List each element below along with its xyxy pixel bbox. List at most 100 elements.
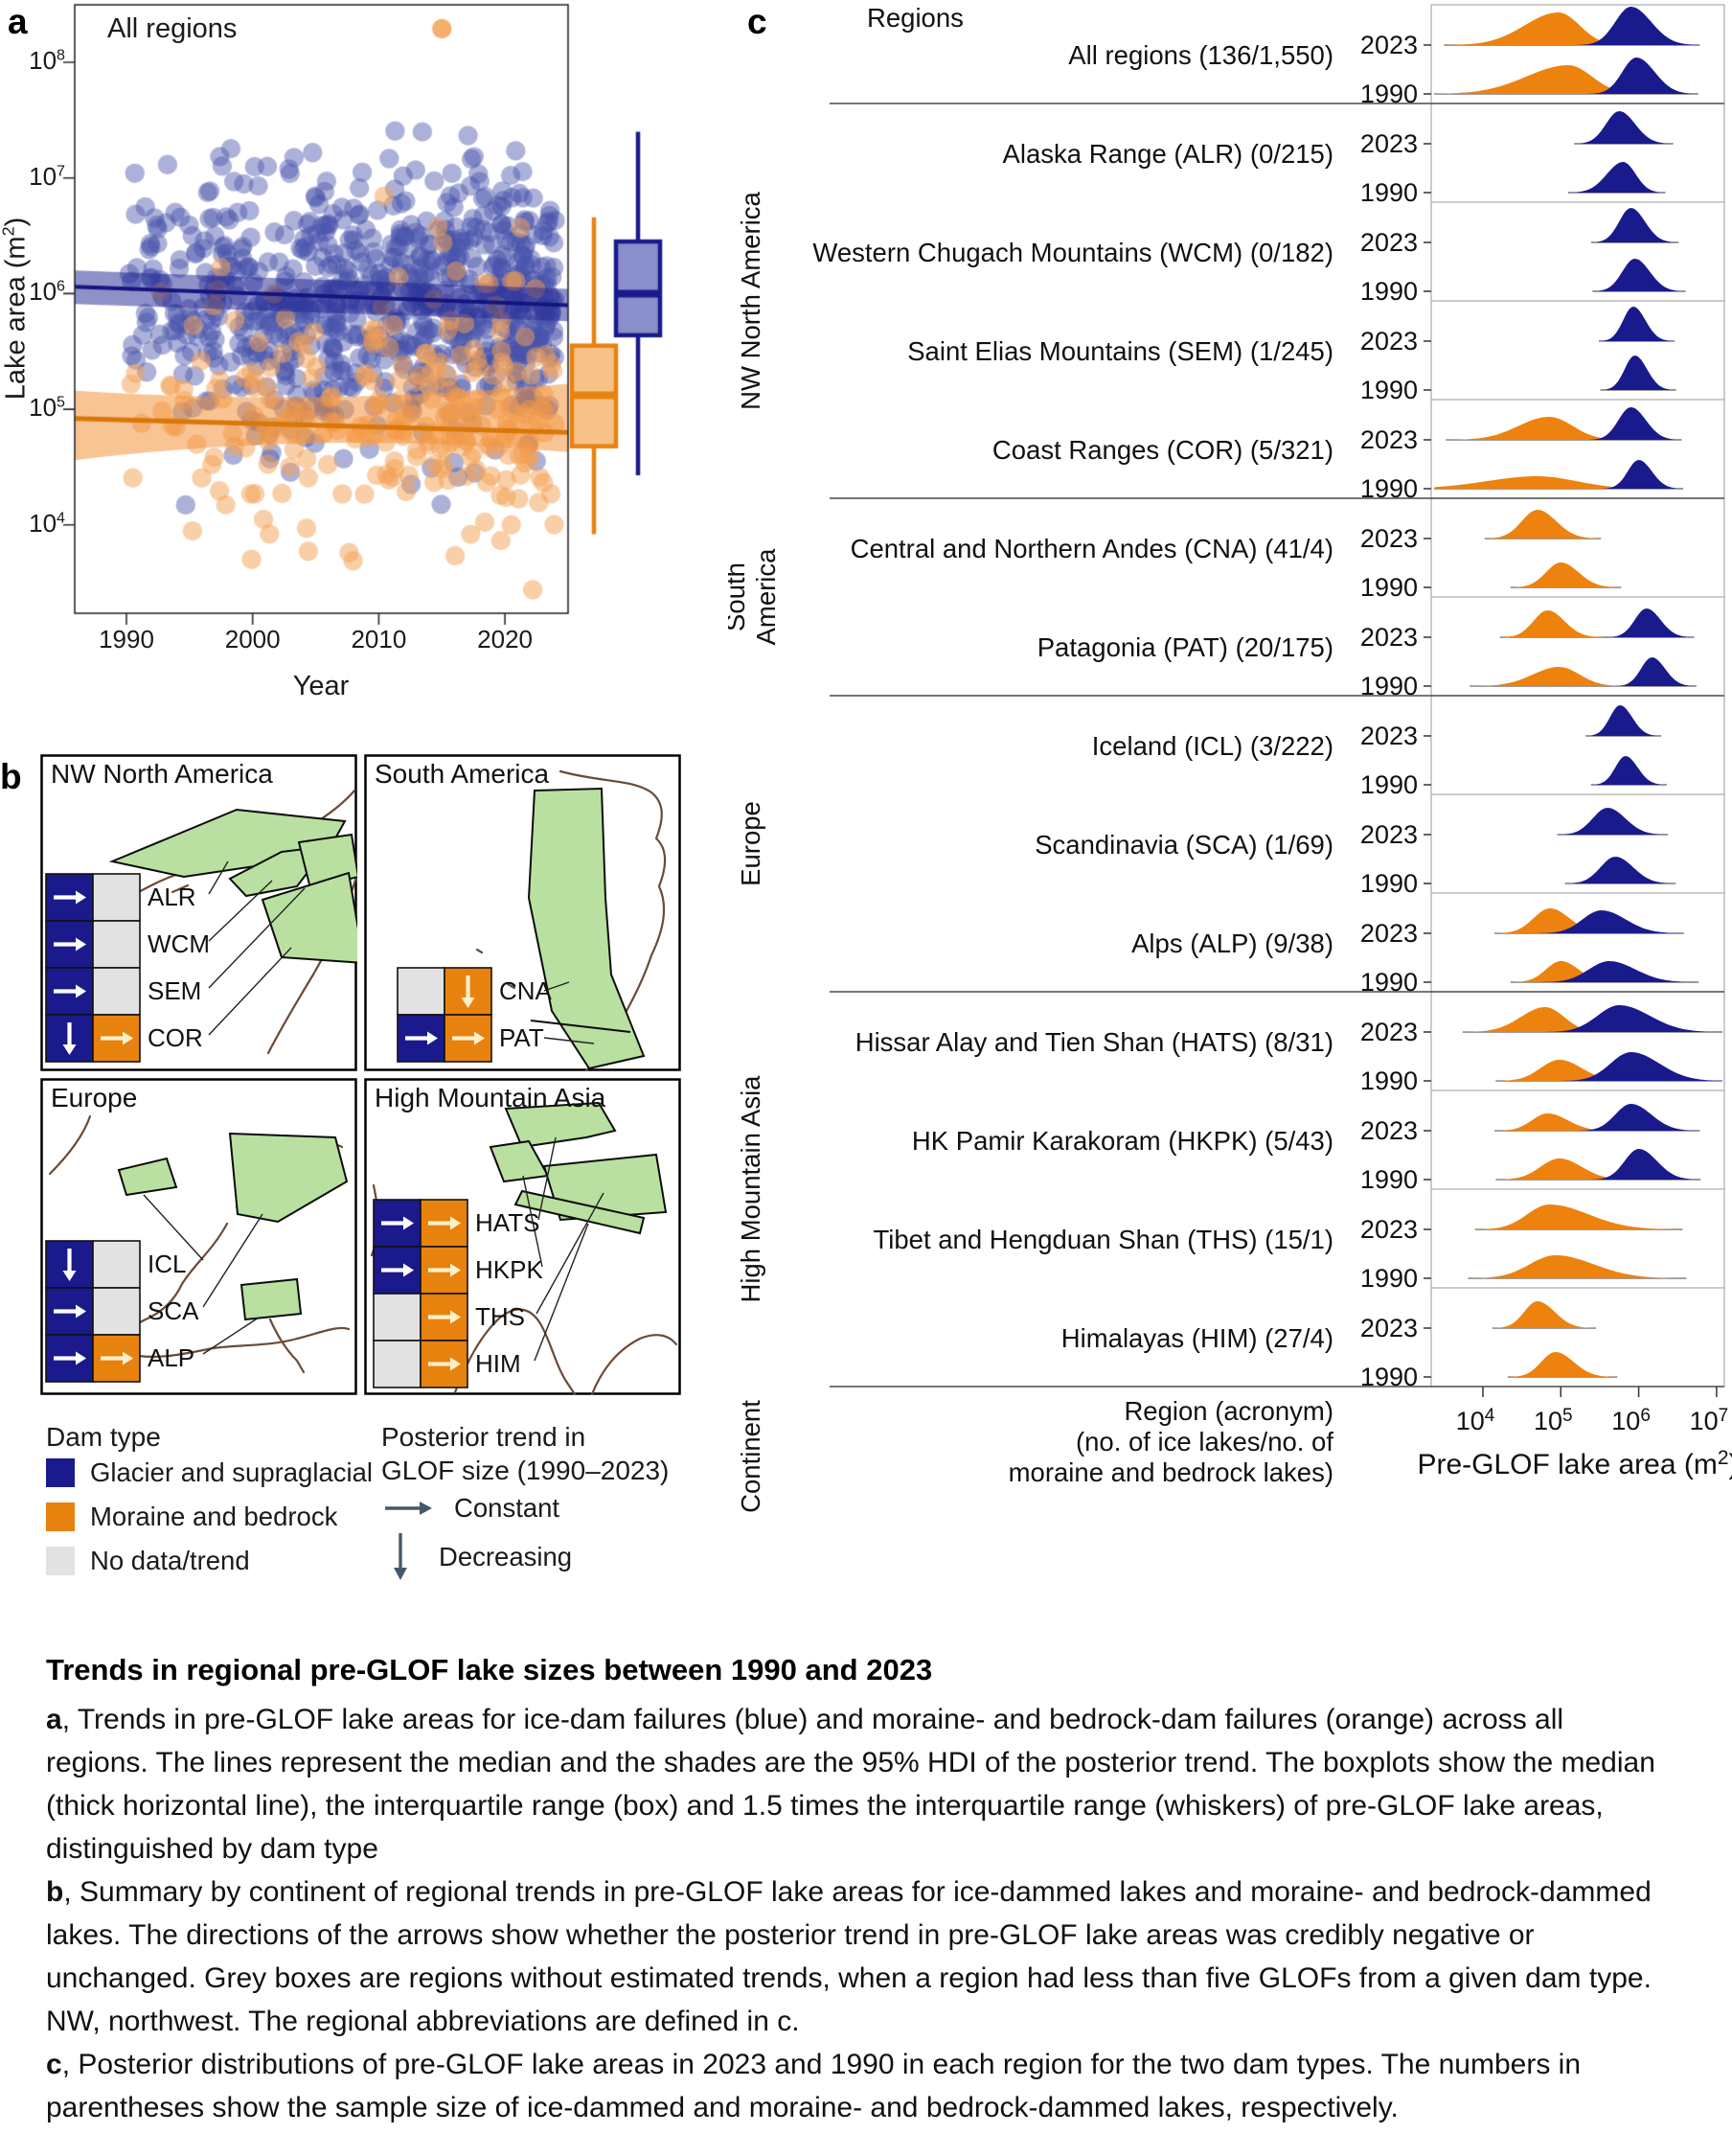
x-tick-label: 2020: [477, 625, 534, 654]
region-acronym-label: CNA: [499, 976, 553, 1005]
density-curve-moraine: [1494, 1113, 1617, 1131]
year-tick-label: 1990: [1360, 277, 1418, 306]
year-tick-label: 2023: [1360, 1314, 1418, 1342]
region-polygon-cna: [527, 787, 646, 1070]
continent-label: High Mountain Asia: [736, 1075, 765, 1303]
map-nw-north-america: ALR WCM SEM COR NW North America: [40, 754, 366, 1071]
density-curve-moraine: [1510, 961, 1622, 982]
leader-line: [208, 880, 273, 942]
constant-arrow-icon: [385, 1502, 432, 1515]
region-label: HK Pamir Karakoram (HKPK) (5/43): [912, 1126, 1333, 1156]
legend-item-label: No data/trend: [90, 1546, 250, 1575]
region-label: Tibet and Hengduan Shan (THS) (15/1): [874, 1225, 1334, 1254]
density-curve-ice: [1601, 460, 1683, 489]
density-curve-ice: [1599, 307, 1675, 341]
continent-axis-label: Continent: [736, 1400, 765, 1513]
coastline: [453, 1308, 577, 1396]
region-acronym-label: WCM: [148, 929, 210, 958]
ridge-block-frame: [1430, 201, 1725, 302]
ridge-block-frame: [1430, 103, 1725, 203]
x-axis-tick-label: 104: [1456, 1406, 1495, 1435]
ridge-x-axis-label: Pre-GLOF lake area (m2): [1417, 1447, 1732, 1480]
density-curve-ice: [1590, 756, 1667, 785]
trend-grid-cell-sca-moraine: [92, 1287, 141, 1336]
map-high-mountain-asia: HATS HKPK THS HIM High Mountain Asia: [364, 1078, 681, 1396]
leader-line: [543, 981, 570, 992]
year-tick-label: 2023: [1360, 425, 1418, 454]
leader-line: [202, 1213, 263, 1308]
region-acronym-label: HATS: [475, 1208, 539, 1237]
trend-legend-item: Decreasing: [381, 1529, 572, 1585]
region-label: Central and Northern Andes (CNA) (41/4): [851, 534, 1333, 563]
year-tick-label: 2023: [1360, 524, 1418, 553]
density-curve-ice: [1567, 162, 1666, 193]
trend-legend-title-line1: Posterior trend in: [381, 1422, 586, 1452]
density-curve-moraine: [1444, 12, 1630, 45]
density-curve-ice: [1588, 407, 1682, 440]
year-tick-label: 1990: [1360, 178, 1418, 207]
density-curve-moraine: [1468, 1255, 1687, 1278]
decreasing-arrow-icon: [394, 1533, 407, 1580]
year-tick-label: 2023: [1360, 31, 1418, 59]
region-acronym-label: SEM: [148, 976, 201, 1005]
continent-label: America: [751, 548, 781, 646]
caption-paragraph-c: c, Posterior distributions of pre-GLOF l…: [46, 2048, 1581, 2123]
leader-line: [143, 1194, 204, 1261]
density-curve-ice: [1578, 7, 1700, 45]
continent-label: Europe: [736, 801, 765, 886]
trend-grid-cell-alr-moraine: [92, 873, 141, 922]
leader-line: [543, 1037, 595, 1044]
density-curve-moraine: [1484, 510, 1602, 539]
region-label: Hissar Alay and Tien Shan (HATS) (8/31): [855, 1027, 1333, 1057]
year-tick-label: 1990: [1360, 1165, 1418, 1194]
region-acronym-label: ALR: [148, 883, 196, 911]
year-tick-label: 1990: [1360, 770, 1418, 799]
region-label: Alaska Range (ALR) (0/215): [1003, 139, 1333, 169]
trend-grid-cell-him-ice: [373, 1340, 422, 1388]
map-europe: ICL SCA ALP Europe: [40, 1078, 357, 1395]
density-curve-moraine: [1493, 908, 1617, 933]
ridge-block-frame: [1430, 793, 1725, 894]
year-tick-label: 2023: [1360, 1018, 1418, 1046]
year-tick-label: 2023: [1360, 228, 1418, 257]
leader-line: [208, 860, 229, 895]
region-label: Scandinavia (SCA) (1/69): [1035, 830, 1333, 860]
legend-swatch-light_grey: [46, 1547, 75, 1575]
dam-legend-item: Glacier and supraglacial: [46, 1457, 373, 1488]
x-axis-label: Year: [292, 671, 350, 701]
y-tick-label: 104: [29, 508, 65, 538]
ridge-block-frame: [1430, 300, 1725, 401]
map-title: South America: [375, 759, 550, 789]
region-polygon-hats: [504, 1101, 617, 1149]
trend-grid-cell-sem-moraine: [92, 967, 141, 1016]
year-tick-label: 2023: [1360, 820, 1418, 849]
region-label: Iceland (ICL) (3/222): [1092, 731, 1333, 761]
trend-grid-cell-ths-ice: [373, 1293, 422, 1342]
leader-line: [208, 947, 292, 1036]
year-tick-label: 1990: [1360, 869, 1418, 898]
density-curve-ice: [1564, 857, 1676, 883]
legend-item-label: Glacier and supraglacial: [90, 1457, 374, 1487]
density-curve-ice: [1539, 961, 1699, 982]
legend-item-label: Constant: [454, 1493, 560, 1523]
panel-a-title: All regions: [107, 13, 238, 44]
legend-item-label: Decreasing: [439, 1542, 573, 1571]
leader-line: [534, 1223, 589, 1362]
region-axis-caption: Region (acronym): [1124, 1396, 1333, 1426]
density-curve-moraine: [1434, 476, 1671, 489]
region-polygon-him: [513, 1189, 646, 1235]
density-curve-ice: [1544, 1005, 1722, 1032]
density-curve-ice: [1592, 259, 1686, 291]
y-tick-label: 108: [29, 46, 65, 75]
density-curve-moraine: [1495, 1060, 1636, 1081]
y-tick-label: 105: [29, 393, 65, 423]
density-curve-moraine: [1492, 1301, 1596, 1328]
coastline: [590, 1334, 678, 1396]
region-label: Himalayas (HIM) (27/4): [1061, 1323, 1333, 1353]
density-curve-ice: [1590, 1149, 1701, 1180]
density-curve-moraine: [1462, 1007, 1609, 1032]
density-curve-moraine: [1499, 610, 1606, 637]
coastline: [171, 883, 190, 894]
x-axis-tick-label: 106: [1611, 1406, 1651, 1435]
